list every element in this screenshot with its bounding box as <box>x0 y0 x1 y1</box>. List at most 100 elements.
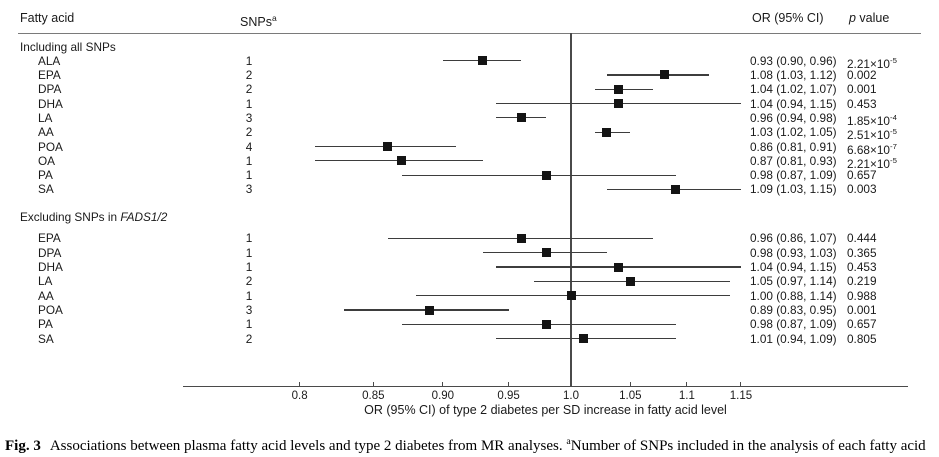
row-label: EPA <box>38 231 61 246</box>
row-or-ci-text: 1.04 (1.02, 1.07) <box>750 82 837 97</box>
row-p-value: 0.003 <box>847 182 877 197</box>
or-marker <box>660 70 670 80</box>
or-marker <box>614 84 624 94</box>
x-axis-tick-label: 0.8 <box>291 390 308 402</box>
row-label: POA <box>38 139 63 154</box>
row-snps-count: 1 <box>245 317 253 332</box>
x-axis-tick-label: 0.85 <box>362 390 385 402</box>
row-label: DPA <box>38 82 62 97</box>
ci-line <box>401 174 676 176</box>
row-p-value: 0.988 <box>847 288 877 303</box>
row-or-ci-text: 0.98 (0.87, 1.09) <box>750 168 837 183</box>
column-header-p-value: p value <box>849 11 889 25</box>
p-header-rest: value <box>855 11 890 25</box>
column-header-fatty-acid: Fatty acid <box>20 11 75 25</box>
row-label: AA <box>38 125 54 140</box>
figure-caption-number: Fig. 3 <box>5 438 41 454</box>
row-p-value: 0.453 <box>847 96 877 111</box>
row-or-ci-text: 0.86 (0.81, 0.91) <box>750 139 837 154</box>
row-p-value: 2.21×10-5 <box>847 55 897 71</box>
or-marker <box>602 127 612 137</box>
column-header-or-ci: OR (95% CI) <box>752 11 824 25</box>
x-axis-title: OR (95% CI) of type 2 diabetes per SD in… <box>364 403 727 417</box>
row-snps-count: 1 <box>245 153 253 168</box>
row-p-value: 0.657 <box>847 168 877 183</box>
row-snps-count: 1 <box>245 231 253 246</box>
row-snps-count: 1 <box>245 168 253 183</box>
or-marker <box>397 156 407 166</box>
row-or-ci-text: 1.03 (1.02, 1.05) <box>750 125 837 140</box>
x-axis-tick <box>686 381 688 386</box>
row-or-ci-text: 0.89 (0.83, 0.95) <box>750 303 837 317</box>
or-marker <box>424 305 434 315</box>
x-axis-tick <box>372 381 374 386</box>
row-label: POA <box>38 303 63 317</box>
row-p-value: 0.657 <box>847 317 877 332</box>
x-axis-tick <box>442 381 444 386</box>
row-p-value: 0.002 <box>847 67 877 82</box>
row-or-ci-text: 1.08 (1.03, 1.12) <box>750 67 837 82</box>
header-divider <box>18 32 921 34</box>
row-or-ci-text: 0.98 (0.93, 1.03) <box>750 245 837 260</box>
row-or-ci-text: 1.04 (0.94, 1.15) <box>750 260 837 275</box>
row-snps-count: 3 <box>245 110 253 125</box>
row-or-ci-text: 0.87 (0.81, 0.93) <box>750 153 837 168</box>
or-marker <box>671 184 681 194</box>
x-axis-tick-label: 0.90 <box>431 390 455 402</box>
row-or-ci-text: 1.09 (1.03, 1.15) <box>750 182 837 197</box>
figure-caption-text: Associations between plasma fatty acid l… <box>49 438 567 454</box>
row-p-value: 0.001 <box>847 82 877 97</box>
row-p-value: 0.219 <box>847 274 877 289</box>
figure-caption: Fig. 3 Associations between plasma fatty … <box>5 433 935 455</box>
row-p-value: 6.68×10-7 <box>847 141 897 157</box>
row-snps-count: 2 <box>245 82 253 97</box>
p-header-italic: p <box>849 11 856 25</box>
row-p-value: 0.001 <box>847 303 877 317</box>
x-axis-tick <box>629 381 631 386</box>
row-or-ci-text: 1.01 (0.94, 1.09) <box>750 331 837 346</box>
row-label: EPA <box>38 67 61 82</box>
x-axis-tick <box>299 381 301 386</box>
row-or-ci-text: 1.04 (0.94, 1.15) <box>750 96 837 111</box>
row-snps-count: 3 <box>245 182 253 197</box>
row-p-value: 2.51×10-5 <box>847 127 897 143</box>
row-label: PA <box>38 168 53 183</box>
or-marker <box>541 170 551 180</box>
row-or-ci-text: 0.93 (0.90, 0.96) <box>750 53 837 68</box>
section-title: Including all SNPs <box>20 40 116 54</box>
column-header-snps: SNPsa <box>240 11 277 29</box>
row-p-value: 0.444 <box>847 231 877 246</box>
x-axis-tick-label: 1.15 <box>729 390 753 402</box>
row-snps-count: 1 <box>245 288 253 303</box>
figure-caption-footnote-mark: a <box>566 436 571 447</box>
row-snps-count: 1 <box>245 245 253 260</box>
row-or-ci-text: 0.98 (0.87, 1.09) <box>750 317 837 332</box>
x-axis-tick <box>740 381 742 386</box>
row-or-ci-text: 0.96 (0.86, 1.07) <box>750 231 837 246</box>
row-p-value: 1.85×10-4 <box>847 112 897 128</box>
row-snps-count: 2 <box>245 67 253 82</box>
row-or-ci-text: 1.00 (0.88, 1.14) <box>750 288 837 303</box>
or-marker <box>614 262 624 272</box>
row-p-value: 0.805 <box>847 331 877 346</box>
or-marker <box>566 291 576 301</box>
row-label: LA <box>38 110 53 125</box>
x-axis-tick-label: 1.05 <box>619 390 642 402</box>
row-snps-count: 2 <box>245 274 253 289</box>
row-or-ci-text: 1.05 (0.97, 1.14) <box>750 274 837 289</box>
or-marker <box>383 142 393 152</box>
row-label: DHA <box>38 96 63 111</box>
x-axis-tick <box>570 381 572 386</box>
row-snps-count: 2 <box>245 331 253 346</box>
row-label: PA <box>38 317 53 332</box>
row-snps-count: 1 <box>245 53 253 68</box>
or-marker <box>541 248 551 258</box>
ci-line <box>595 131 631 133</box>
or-marker <box>578 334 588 344</box>
snps-header-superscript: a <box>271 13 277 23</box>
snps-header-text: SNPs <box>240 15 272 30</box>
row-label: DHA <box>38 260 63 275</box>
or-marker <box>541 319 551 329</box>
